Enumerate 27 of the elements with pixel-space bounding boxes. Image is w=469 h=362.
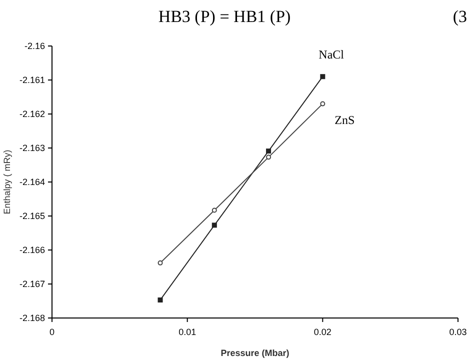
y-tick-label: -2.16 <box>24 41 45 51</box>
series-label: ZnS <box>334 112 355 127</box>
point <box>158 297 163 302</box>
y-tick-label: -2.166 <box>19 245 45 255</box>
x-axis-title: Pressure (Mbar) <box>220 348 290 358</box>
chart-title: HB3 (P) = HB1 (P) <box>158 7 291 26</box>
y-tick-label: -2.164 <box>19 177 45 187</box>
series-label: NaCl <box>318 48 345 62</box>
point <box>320 74 326 80</box>
point <box>320 101 326 106</box>
y-axis-title: Enthalpy ( mRy) <box>2 150 12 214</box>
text: (3 <box>452 7 467 26</box>
x-tick-label: 0.01 <box>178 327 196 337</box>
x-tick-label: 0.03 <box>449 327 467 337</box>
y-tick-label: -2.161 <box>19 75 45 85</box>
y-tick-label: -2.162 <box>19 109 45 119</box>
point <box>266 154 272 160</box>
y-tick-label: -2.163 <box>19 143 45 153</box>
y-tick-label: -2.168 <box>19 313 45 323</box>
y-tick-label: -2.167 <box>19 279 45 289</box>
point <box>212 208 217 213</box>
point <box>266 148 272 154</box>
y-tick-label: -2.165 <box>19 211 45 221</box>
x-tick-label: 0.02 <box>314 327 332 337</box>
point <box>158 260 163 266</box>
point <box>212 222 217 228</box>
x-tick-label: 0 <box>49 327 55 337</box>
